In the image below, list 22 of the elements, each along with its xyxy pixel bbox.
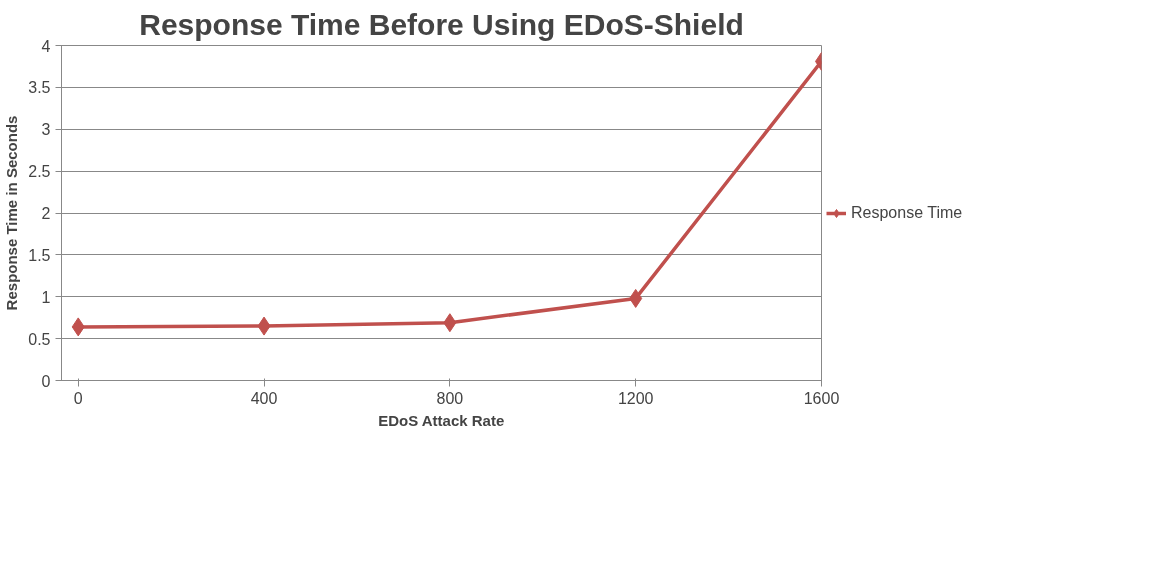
y-tick-label: 2.5: [28, 163, 51, 181]
y-tick-label: 0: [41, 372, 51, 390]
x-tick-label: 400: [250, 389, 278, 407]
point: [257, 316, 271, 336]
y-tick-label: 2: [41, 205, 51, 222]
y-tick-label: 1.5: [28, 246, 51, 264]
y-tick-label: 4: [41, 37, 51, 55]
x-tick-label: 800: [436, 389, 464, 407]
legend-label: Response Time: [851, 203, 963, 222]
y-tick-label: 1: [41, 288, 51, 306]
point: [629, 288, 643, 308]
point: [443, 313, 457, 333]
y-tick-label: 3.5: [28, 79, 51, 97]
chart-title: Response Time Before Using EDoS-Shield: [139, 7, 744, 41]
y-tick-label: 3: [41, 121, 51, 139]
x-tick-label: 1200: [617, 389, 654, 407]
x-tick-label: 0: [73, 389, 83, 407]
point: [71, 317, 85, 337]
x-tick-label: 1600: [803, 389, 840, 407]
x-axis-title: EDoS Attack Rate: [378, 411, 505, 429]
y-tick-label: 0.5: [28, 330, 51, 348]
y-axis-title: Response Time in Seconds: [3, 115, 21, 311]
